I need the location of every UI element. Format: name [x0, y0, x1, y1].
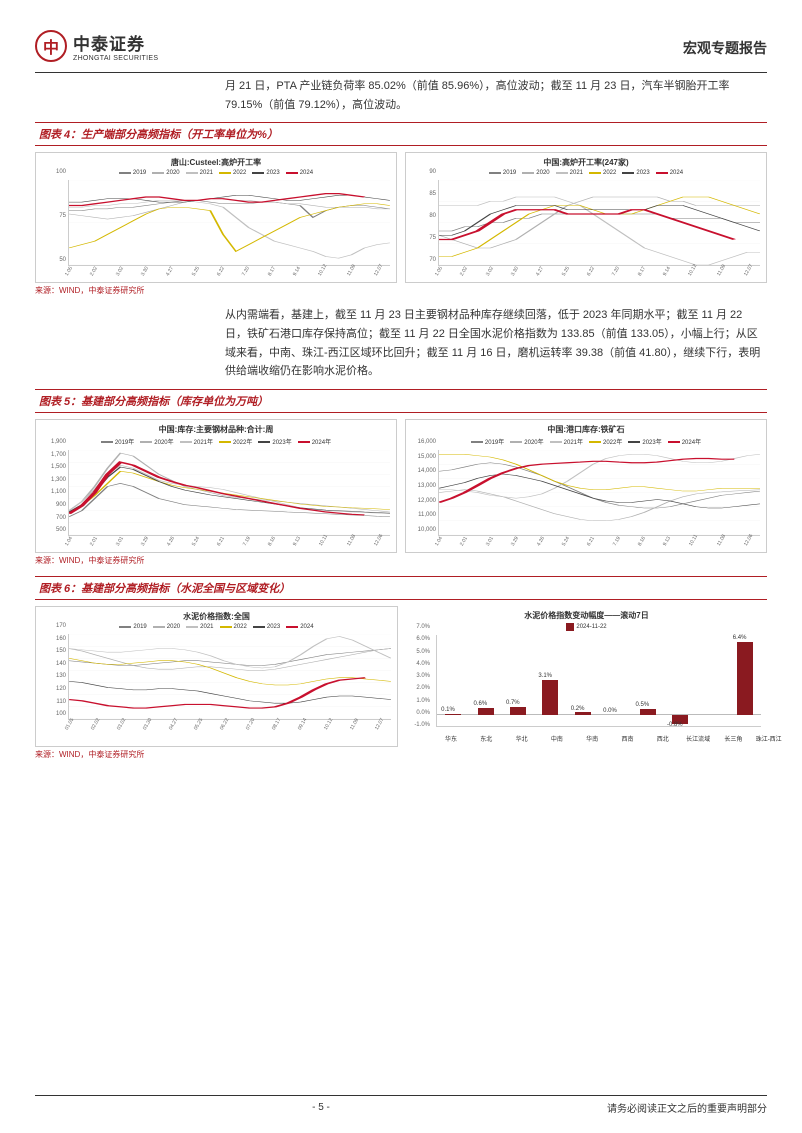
footer: - 5 - 请务必阅读正文之后的重要声明部分	[35, 1095, 767, 1115]
figure-4-source: 来源：WIND，中泰证券研究所	[35, 285, 767, 296]
chart-6b-plot: -1.0%0.0%1.0%2.0%3.0%4.0%5.0%6.0%7.0%0.1…	[410, 633, 763, 743]
figure-4-charts: 唐山:Custeel:高炉开工率 20192020202120222023202…	[35, 152, 767, 283]
figure-5-charts: 中国:库存:主要钢材品种:合计:周 2019年2020年2021年2022年20…	[35, 419, 767, 553]
chart-4a-legend: 201920202021202220232024	[40, 170, 392, 176]
chart-4b: 中国:高炉开工率(247家) 201920202021202220232024 …	[405, 152, 767, 283]
chart-5a: 中国:库存:主要钢材品种:合计:周 2019年2020年2021年2022年20…	[35, 419, 397, 553]
footer-disclaimer: 请务必阅读正文之后的重要声明部分	[607, 1100, 767, 1115]
chart-6a-plot: 100110120130140150160170 01.0502.0203.02…	[40, 632, 393, 732]
chart-5b: 中国:港口库存:铁矿石 2019年2020年2021年2022年2023年202…	[405, 419, 767, 553]
chart-6a-legend: 201920202021202220232024	[40, 624, 393, 630]
logo-en: ZHONGTAI SECURITIES	[73, 55, 158, 62]
chart-4b-title: 中国:高炉开工率(247家)	[410, 157, 762, 168]
header-divider	[35, 72, 767, 73]
chart-5b-title: 中国:港口库存:铁矿石	[410, 424, 762, 435]
chart-6a-title: 水泥价格指数:全国	[40, 611, 393, 622]
logo-text-block: 中泰证券 ZHONGTAI SECURITIES	[73, 30, 158, 62]
figure-4-heading: 图表 4：生产端部分高频指标（开工率单位为%）	[35, 122, 767, 146]
logo: 中 中泰证券 ZHONGTAI SECURITIES	[35, 30, 158, 62]
chart-6b-title: 水泥价格指数变动幅度——滚动7日	[410, 610, 763, 621]
figure-6-heading: 图表 6：基建部分高频指标（水泥全国与区域变化）	[35, 576, 767, 600]
chart-4a: 唐山:Custeel:高炉开工率 20192020202120222023202…	[35, 152, 397, 283]
chart-5a-legend: 2019年2020年2021年2022年2023年2024年	[40, 437, 392, 446]
chart-6b-legend: 2024-11-22	[410, 623, 763, 631]
page-number: - 5 -	[312, 1102, 330, 1113]
chart-6b: 水泥价格指数变动幅度——滚动7日 2024-11-22 -1.0%0.0%1.0…	[406, 606, 767, 747]
logo-cn: 中泰证券	[73, 30, 158, 55]
figure-6-source: 来源：WIND，中泰证券研究所	[35, 749, 767, 760]
logo-icon: 中	[35, 30, 67, 62]
header: 中 中泰证券 ZHONGTAI SECURITIES 宏观专题报告	[35, 30, 767, 62]
chart-4a-title: 唐山:Custeel:高炉开工率	[40, 157, 392, 168]
chart-4a-plot: 5075100 1.052.023.023.304.275.256.227.20…	[40, 178, 392, 278]
figure-6-charts: 水泥价格指数:全国 201920202021202220232024 10011…	[35, 606, 767, 747]
figure-5-source: 来源：WIND，中泰证券研究所	[35, 555, 767, 566]
chart-4b-legend: 201920202021202220232024	[410, 170, 762, 176]
paragraph-1: 月 21 日，PTA 产业链负荷率 85.02%（前值 85.96%），高位波动…	[225, 77, 767, 114]
paragraph-2: 从内需端看，基建上，截至 11 月 23 日主要钢材品种库存继续回落，低于 20…	[225, 306, 767, 381]
chart-5b-plot: 10,00011,00012,00013,00014,00015,00016,0…	[410, 448, 762, 548]
page: 中 中泰证券 ZHONGTAI SECURITIES 宏观专题报告 月 21 日…	[0, 0, 802, 1133]
figure-5-heading: 图表 5：基建部分高频指标（库存单位为万吨）	[35, 389, 767, 413]
chart-5a-plot: 5007009001,1001,3001,5001,7001,900 1.042…	[40, 448, 392, 548]
report-type: 宏观专题报告	[683, 38, 767, 58]
chart-6a: 水泥价格指数:全国 201920202021202220232024 10011…	[35, 606, 398, 747]
chart-5b-legend: 2019年2020年2021年2022年2023年2024年	[410, 437, 762, 446]
chart-4b-plot: 7075808590 1.052.023.023.304.275.256.227…	[410, 178, 762, 278]
chart-5a-title: 中国:库存:主要钢材品种:合计:周	[40, 424, 392, 435]
